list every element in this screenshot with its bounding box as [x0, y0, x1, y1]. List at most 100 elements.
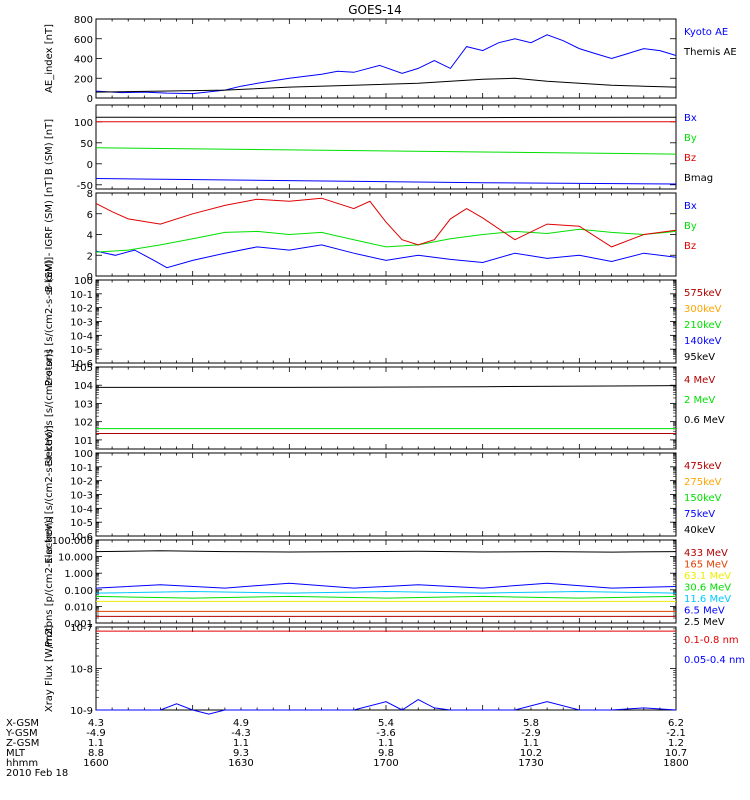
y-tick-label: 100 [74, 118, 93, 129]
series-line [95, 197, 677, 248]
series-line [95, 590, 677, 594]
x-axis-row-label: hhmm [6, 758, 38, 769]
x-axis-value: 1800 [663, 758, 688, 769]
legend-entry: 0.1-0.8 nm [684, 635, 739, 646]
panel-8: 10-9 10-8 10-7 Xray Flux [W/m2] 0.1-0.8 nm 0.… [44, 623, 745, 717]
panel-2: -50 0 50 100 B (SM) [nT] Bx By Bz Bmag [44, 104, 713, 192]
panel-4: 10-6 10-5 10-4 10-3 10-2 10-1 100 Protons [s/(c… [44, 257, 722, 387]
chart-title: GOES-14 [348, 3, 402, 17]
y-tick-label: 105 [74, 363, 93, 374]
legend-entry: 140keV [684, 336, 722, 347]
x-axis-value: 6.2 [668, 718, 684, 729]
y-tick-label: 50 [80, 139, 93, 150]
panel-6: 10-6 10-5 10-4 10-3 10-2 10-1 100 Electrons [s/… [44, 425, 722, 563]
legend-entry: Bz [684, 241, 696, 252]
y-tick-label: 10-2 [70, 477, 93, 488]
y-tick-label: 10.000 [58, 553, 93, 564]
x-axis-value: 1700 [373, 758, 398, 769]
y-tick-label: 0.010 [64, 602, 93, 613]
legend-entry: 11.6 MeV [684, 594, 731, 605]
series-line [95, 582, 677, 589]
x-axis-value: 9.8 [378, 748, 394, 759]
legend-entry: 2 MeV [684, 395, 715, 406]
legend-entry: Bx [684, 113, 697, 124]
x-axis-value: 5.8 [523, 718, 539, 729]
panel-frame [95, 539, 677, 624]
y-axis-label: Protons [p/(cm2-s-sr-keV)] [44, 516, 55, 647]
y-tick-label: 10-6 [70, 532, 93, 543]
series-line [95, 77, 677, 93]
y-axis-label: AE_index [nT] [44, 24, 55, 93]
y-axis-label: Electrons [s/(cm2-s-sr)] [44, 349, 55, 466]
x-axis-value: 1630 [228, 758, 253, 769]
panel-5: 101 102 103 104 105 Electrons [s/(cm2-s-sr)] 4… [44, 349, 725, 466]
x-axis-value: 10.7 [665, 748, 687, 759]
legend-entry: 95keV [684, 352, 715, 363]
x-axis-value: -2.9 [521, 728, 541, 739]
legend-entry: 30.6 MeV [684, 583, 731, 594]
y-tick-label: 2 [87, 251, 93, 262]
series-line [95, 595, 677, 599]
x-axis-value: 8.8 [88, 748, 104, 759]
y-tick-label: 800 [74, 15, 93, 26]
panel-frame [95, 18, 677, 99]
x-axis-row-label: Y-GSM [5, 728, 38, 739]
panel-frame [95, 279, 677, 364]
legend-entry: 4 MeV [684, 375, 715, 386]
x-axis-value: 9.3 [233, 748, 249, 759]
y-tick-label: 10-8 [70, 665, 93, 676]
legend-entry: 2.5 MeV [684, 617, 725, 628]
y-tick-label: 4 [87, 231, 93, 242]
y-tick-label: 101 [74, 436, 93, 447]
y-tick-label: 104 [74, 381, 93, 392]
series-line [96, 699, 677, 715]
panel-7: 0.001 0.010 0.100 1.000 10.000 100.000Protons… [44, 516, 731, 647]
series-line [95, 178, 677, 185]
legend-entry: 150keV [684, 493, 722, 504]
y-tick-label: 1.000 [64, 569, 93, 580]
y-tick-label: 10-6 [70, 359, 93, 370]
y-tick-label: 100 [74, 276, 93, 287]
x-axis-value: -4.9 [86, 728, 106, 739]
y-tick-label: 0.001 [64, 619, 93, 630]
x-axis-value: 5.4 [378, 718, 394, 729]
y-tick-label: 600 [74, 35, 93, 46]
legend-entry: 40keV [684, 525, 715, 536]
legend-entry: 575keV [684, 288, 722, 299]
legend-entry: Bmag [684, 173, 713, 184]
y-tick-label: 10-5 [70, 518, 93, 529]
y-axis-label: B (SM) [nT] [44, 119, 55, 175]
y-tick-label: 0 [87, 272, 93, 283]
y-tick-label: 10-2 [70, 304, 93, 315]
series-line [95, 550, 677, 553]
y-tick-label: 200 [74, 74, 93, 85]
x-axis-value: 1.1 [378, 738, 394, 749]
x-axis-value: 1.1 [88, 738, 104, 749]
y-tick-label: 100.000 [52, 536, 93, 547]
y-tick-label: 10-5 [70, 345, 93, 356]
legend-entry: 63.1 MeV [684, 571, 731, 582]
x-axis-value: 4.3 [88, 718, 104, 729]
panel-frame [95, 626, 677, 711]
legend-entry: 0.05-0.4 nm [684, 655, 745, 666]
x-axis-value: 10.2 [520, 748, 542, 759]
y-tick-label: -50 [77, 181, 93, 192]
panel-3: 0 2 4 6 8 B (SM) - IGRF (SM) [nT] Bx By Bz [44, 177, 697, 293]
y-tick-label: 103 [74, 399, 93, 410]
x-axis-value: 1.1 [233, 738, 249, 749]
x-axis-value: -3.6 [376, 728, 396, 739]
y-tick-label: 400 [74, 55, 93, 66]
y-tick-label: 10-9 [70, 706, 93, 717]
x-axis-date: 2010 Feb 18 [6, 768, 68, 779]
y-tick-label: 100 [74, 449, 93, 460]
panel-frame [95, 452, 677, 537]
legend-entry: 75keV [684, 509, 715, 520]
series-line [95, 228, 677, 253]
x-axis-row-label: Z-GSM [6, 738, 39, 749]
x-axis-row-label: X-GSM [6, 718, 39, 729]
x-axis-value: -2.1 [666, 728, 686, 739]
y-tick-label: 10-3 [70, 318, 93, 329]
x-axis-value: 4.9 [233, 718, 249, 729]
panel-1: 0 200 400 600 800 AE_index [nT] Kyoto AE Themis… [44, 15, 737, 105]
legend-entry: Themis AE [683, 47, 737, 58]
